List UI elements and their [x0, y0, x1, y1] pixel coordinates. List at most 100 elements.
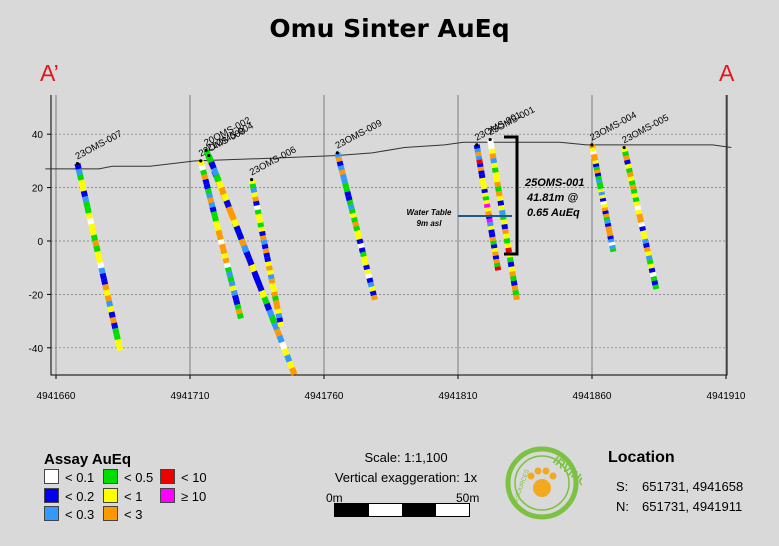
assay-interval — [271, 321, 280, 331]
scale-info: Scale: 1:1,100 Vertical exaggeration: 1x — [326, 448, 486, 488]
assay-interval — [597, 188, 605, 193]
grid: 40 20 0 -20 -40 4941660 4941710 4941760 4941810 4… — [29, 95, 746, 402]
collar-marker — [250, 177, 254, 182]
scale-ratio: Scale: 1:1,100 — [364, 450, 448, 465]
assay-interval — [279, 341, 288, 350]
assay-interval — [102, 283, 110, 291]
legend-item: < 0.5 — [103, 469, 153, 485]
assay-interval — [269, 315, 278, 325]
assay-interval — [275, 312, 283, 319]
assay-interval — [594, 169, 601, 174]
assay-interval — [84, 206, 92, 214]
assay-interval — [227, 275, 235, 283]
intercept-label-3: 0.65 AuEq — [527, 207, 580, 219]
assay-interval — [598, 191, 606, 196]
assay-interval — [606, 232, 614, 237]
assay-interval — [343, 186, 351, 193]
assay-interval — [627, 176, 635, 182]
assay-interval — [97, 261, 105, 269]
assay-interval — [216, 234, 224, 241]
assay-interval — [365, 273, 373, 279]
assay-interval — [628, 180, 636, 186]
assay-interval — [257, 222, 265, 228]
assay-interval — [107, 305, 115, 313]
assay-interval — [636, 213, 644, 219]
assay-interval — [346, 199, 354, 206]
y-tick-label: 20 — [32, 184, 44, 195]
assay-interval — [504, 242, 512, 249]
collar-marker — [488, 137, 492, 142]
assay-interval — [214, 225, 222, 232]
assay-interval — [235, 308, 243, 315]
assay-interval — [645, 255, 653, 261]
legend-item: ≥ 10 — [160, 488, 206, 504]
assay-interval — [498, 205, 505, 211]
assay-interval — [268, 278, 276, 284]
assay-interval — [271, 291, 278, 297]
assay-interval — [335, 156, 343, 163]
assay-interval — [599, 197, 607, 203]
vertical-exaggeration: Vertical exaggeration: 1x — [334, 470, 478, 485]
assay-interval — [219, 243, 227, 250]
assay-interval — [342, 182, 350, 189]
legend-label: ≥ 10 — [181, 489, 207, 504]
intercept-label-1: 25OMS-001 — [524, 177, 584, 189]
assay-interval — [272, 295, 279, 302]
plot-area — [51, 95, 727, 375]
assay-interval — [206, 192, 214, 199]
collar-marker — [335, 151, 339, 155]
assay-interval — [495, 186, 502, 192]
scale-bar-start: 0m — [326, 491, 343, 505]
assay-interval — [269, 282, 277, 289]
x-tick-label: 4941810 — [439, 391, 478, 402]
assay-interval — [650, 275, 658, 282]
assay-interval — [75, 168, 83, 176]
assay-interval — [243, 251, 252, 260]
assay-interval — [592, 163, 600, 168]
y-tick-label: -40 — [29, 344, 44, 355]
assay-interval — [625, 167, 633, 174]
legend-swatch — [44, 488, 59, 503]
assay-interval — [265, 261, 272, 267]
assay-interval — [220, 248, 228, 255]
collar-marker — [207, 153, 211, 158]
assay-interval — [499, 209, 506, 216]
collar-marker — [199, 159, 203, 163]
assay-interval — [207, 197, 215, 204]
assay-interval — [250, 187, 258, 194]
assay-interval — [233, 299, 241, 306]
section-label-right: A — [719, 60, 735, 86]
assay-interval — [221, 193, 230, 202]
water-table-label-2: 9m asl — [417, 219, 443, 228]
assay-interval — [479, 177, 487, 183]
assay-interval — [367, 281, 375, 288]
assay-interval — [263, 302, 273, 312]
assay-interval — [475, 151, 482, 157]
assay-interval — [607, 235, 614, 240]
assay-interval — [88, 223, 96, 231]
assay-interval — [488, 232, 496, 238]
legend-label: < 0.3 — [65, 507, 95, 522]
assay-interval — [490, 157, 498, 164]
assay-interval — [368, 286, 376, 292]
assay-interval — [98, 267, 106, 275]
section-label-left: A’ — [40, 60, 59, 86]
assay-interval — [281, 347, 290, 357]
assay-interval — [592, 159, 599, 165]
assay-interval — [501, 223, 509, 230]
assay-interval — [487, 143, 495, 150]
assay-interval — [597, 185, 604, 190]
legend-label: < 0.1 — [65, 470, 95, 485]
topography-profile — [45, 141, 732, 170]
irving-logo: IRVING RESOURCES — [505, 446, 582, 520]
scale-bar — [334, 503, 470, 517]
assay-interval — [256, 217, 264, 224]
assay-interval — [496, 195, 504, 202]
assay-interval — [635, 209, 643, 215]
assay-interval — [625, 163, 632, 170]
assay-interval — [594, 172, 602, 177]
assay-interval — [642, 238, 649, 244]
legend-item: < 10 — [160, 469, 207, 485]
assay-interval — [106, 300, 114, 308]
assay-interval — [633, 200, 641, 207]
